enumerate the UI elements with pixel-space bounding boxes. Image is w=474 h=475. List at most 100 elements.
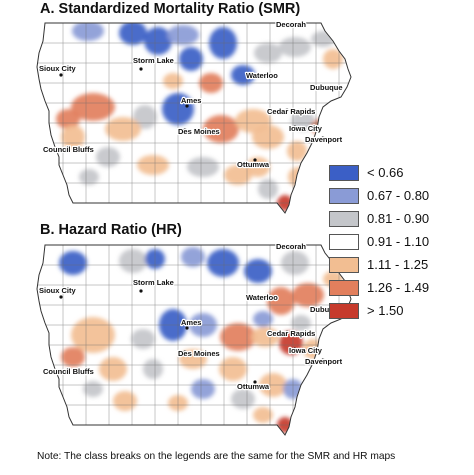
svg-text:Ottumwa: Ottumwa	[237, 382, 270, 391]
risk-region	[119, 23, 147, 45]
city-name: Des Moines	[178, 349, 220, 358]
risk-region	[72, 23, 104, 41]
city-name: Davenport	[305, 135, 343, 144]
legend-swatch	[329, 210, 359, 227]
risk-region	[252, 125, 284, 149]
svg-text:Dubuque: Dubuque	[310, 83, 343, 92]
city-name: Davenport	[305, 357, 343, 366]
legend-item: < 0.66	[329, 163, 474, 182]
svg-text:Ottumwa: Ottumwa	[237, 160, 270, 169]
county-boundaries	[37, 23, 351, 213]
legend-label: 0.91 - 1.10	[367, 234, 430, 249]
risk-region	[137, 155, 169, 175]
city-name: Sioux City	[39, 286, 77, 295]
risk-region	[61, 347, 85, 367]
state-fill	[37, 23, 351, 213]
city-name: Decorah	[276, 242, 306, 251]
svg-text:Ames: Ames	[181, 318, 201, 327]
risk-region	[79, 169, 99, 185]
risk-region	[254, 43, 282, 63]
svg-text:Waterloo: Waterloo	[246, 71, 278, 80]
city-name: Dubuque	[310, 83, 343, 92]
risk-region	[253, 407, 273, 423]
risk-region	[231, 389, 255, 409]
svg-text:Sioux City: Sioux City	[39, 64, 77, 73]
city-name: Ottumwa	[237, 382, 270, 391]
svg-text:Decorah: Decorah	[276, 20, 306, 29]
risk-region	[279, 331, 303, 355]
city-name: Council Bluffs	[43, 145, 94, 154]
risk-region	[143, 359, 163, 379]
risk-region	[224, 165, 252, 185]
risk-region	[231, 65, 255, 85]
legend-label: 1.11 - 1.25	[367, 257, 429, 272]
risk-region	[279, 37, 311, 57]
city-name: Cedar Rapids	[267, 329, 315, 338]
svg-text:Council Bluffs: Council Bluffs	[43, 145, 94, 154]
legend-item: 0.67 - 0.80	[329, 186, 474, 205]
legend-label: 1.26 - 1.49	[367, 280, 430, 295]
svg-text:Iowa City: Iowa City	[289, 346, 323, 355]
city-name: Waterloo	[246, 71, 278, 80]
legend-swatch	[329, 187, 359, 204]
risk-region	[181, 247, 205, 267]
city-name: Ottumwa	[237, 160, 270, 169]
county-boundaries	[37, 245, 351, 435]
city-name: Iowa City	[289, 124, 323, 133]
svg-text:Storm Lake: Storm Lake	[133, 56, 174, 65]
risk-region	[59, 251, 87, 275]
risk-region	[267, 287, 295, 315]
legend-item: > 1.50	[329, 301, 474, 320]
risk-region	[203, 115, 239, 143]
city-name: Ames	[181, 318, 201, 327]
legend-swatch	[329, 302, 359, 319]
risk-region	[253, 311, 273, 327]
legend-label: < 0.66	[367, 165, 404, 180]
legend-item: 0.91 - 1.10	[329, 232, 474, 251]
risk-region	[179, 47, 203, 71]
svg-text:Ames: Ames	[181, 96, 201, 105]
legend-swatch	[329, 256, 359, 273]
risk-region	[258, 179, 278, 199]
risk-region	[219, 357, 247, 381]
legend: < 0.66 0.67 - 0.80 0.81 - 0.90 0.91 - 1.…	[329, 163, 474, 324]
risk-region	[292, 283, 324, 307]
svg-text:Dubuque: Dubuque	[310, 305, 343, 314]
risk-region	[179, 349, 207, 369]
legend-swatch	[329, 279, 359, 296]
risk-region	[323, 49, 343, 69]
svg-text:Davenport: Davenport	[305, 357, 343, 366]
city-name: Dubuque	[310, 305, 343, 314]
svg-text:Davenport: Davenport	[305, 135, 343, 144]
risk-region	[119, 249, 147, 273]
risk-region	[131, 329, 155, 349]
svg-text:Sioux City: Sioux City	[39, 286, 77, 295]
svg-text:Cedar Rapids: Cedar Rapids	[267, 107, 315, 116]
legend-swatch	[329, 233, 359, 250]
svg-text:Waterloo: Waterloo	[246, 293, 278, 302]
risk-region	[71, 93, 115, 121]
legend-item: 0.81 - 0.90	[329, 209, 474, 228]
risk-region	[244, 259, 272, 283]
legend-item: 1.11 - 1.25	[329, 255, 474, 274]
svg-text:Iowa City: Iowa City	[289, 124, 323, 133]
risk-region	[291, 111, 315, 131]
risk-region	[251, 327, 279, 347]
legend-item: 1.26 - 1.49	[329, 278, 474, 297]
risk-region	[288, 167, 308, 187]
